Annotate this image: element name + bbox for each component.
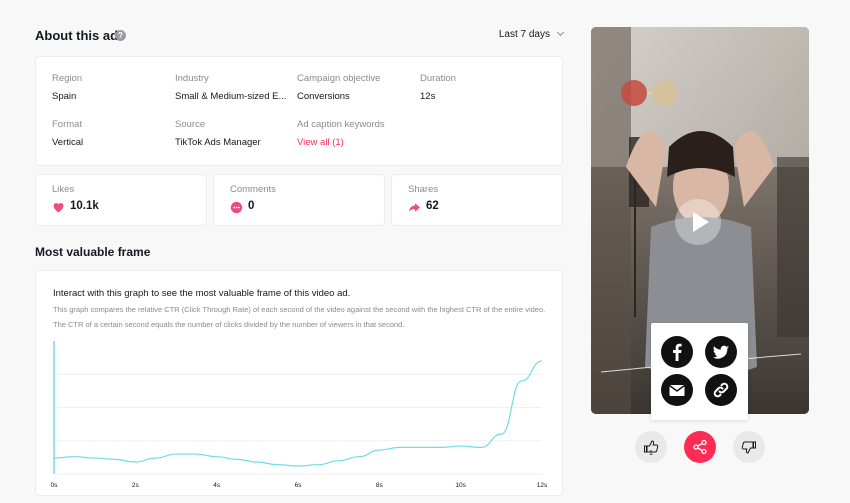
x-tick-label: 8s: [376, 482, 384, 489]
industry-label: Industry: [175, 73, 209, 84]
likes-value: 10.1k: [70, 200, 99, 212]
x-tick-label: 0s: [51, 482, 59, 489]
share-popup: [651, 323, 748, 420]
link-icon[interactable]: [705, 374, 737, 406]
chart-description: This graph compares the relative CTR (Cl…: [53, 305, 546, 329]
play-icon[interactable]: [675, 199, 721, 245]
region-label: Region: [52, 73, 83, 84]
duration-label: Duration: [420, 73, 456, 84]
ctr-chart[interactable]: 0s 2s 4s 6s 8s 10s 12s: [36, 271, 564, 497]
shares-label: Shares: [408, 184, 439, 195]
ctr-chart-card[interactable]: Interact with this graph to see the most…: [35, 270, 563, 496]
ad-header: About this ad ? Last 7 days: [35, 28, 565, 44]
x-tick-label: 6s: [295, 482, 303, 489]
keywords-view-all-link[interactable]: View all (1): [297, 137, 344, 148]
comments-value: 0: [248, 200, 255, 212]
like-count: 1: [649, 450, 653, 457]
source-label: Source: [175, 119, 206, 130]
ctr-series-line-1: [53, 360, 543, 467]
section-title: Most valuable frame: [35, 245, 151, 259]
email-icon[interactable]: [661, 374, 693, 406]
x-tick-label: 4s: [213, 482, 221, 489]
page-title: About this ad: [35, 28, 119, 43]
comments-card: Comments 0: [213, 174, 385, 226]
share-icon: [693, 439, 707, 455]
format-label: Format: [52, 119, 83, 130]
date-range-select[interactable]: Last 7 days: [498, 28, 565, 40]
likes-label: Likes: [52, 184, 75, 195]
x-tick-label: 10s: [455, 482, 466, 489]
comment-icon: [230, 201, 243, 214]
heart-icon: [53, 203, 64, 213]
thumbs-down-icon: [741, 441, 756, 454]
objective-value: Conversions: [297, 91, 350, 102]
objective-label: Campaign objective: [297, 73, 381, 84]
like-button[interactable]: 1: [635, 431, 667, 463]
facebook-icon[interactable]: [661, 336, 693, 368]
source-value: TikTok Ads Manager: [175, 137, 261, 148]
industry-value: Small & Medium-sized E...: [175, 91, 287, 102]
format-value: Vertical: [52, 137, 84, 148]
likes-card: Likes 10.1k: [35, 174, 207, 226]
duration-value: 12s: [420, 91, 436, 102]
share-arrow-icon: [409, 203, 420, 212]
date-range-label: Last 7 days: [498, 29, 550, 40]
x-tick-label: 12s: [537, 482, 548, 489]
comments-label: Comments: [230, 184, 276, 195]
ad-details-card: Region Spain Industry Small & Medium-siz…: [35, 56, 563, 166]
share-button[interactable]: [684, 431, 716, 463]
chevron-down-icon: [556, 28, 565, 37]
question-circle-icon[interactable]: ?: [115, 30, 126, 41]
region-value: Spain: [52, 91, 77, 102]
twitter-icon[interactable]: [705, 336, 737, 368]
dislike-button[interactable]: [733, 431, 765, 463]
keywords-label: Ad caption keywords: [297, 119, 385, 130]
x-tick-label: 2s: [132, 482, 140, 489]
thumbs-up-icon: [644, 440, 659, 453]
shares-value: 62: [426, 200, 439, 212]
shares-card: Shares 62: [391, 174, 563, 226]
chart-heading: Interact with this graph to see the most…: [53, 288, 351, 299]
